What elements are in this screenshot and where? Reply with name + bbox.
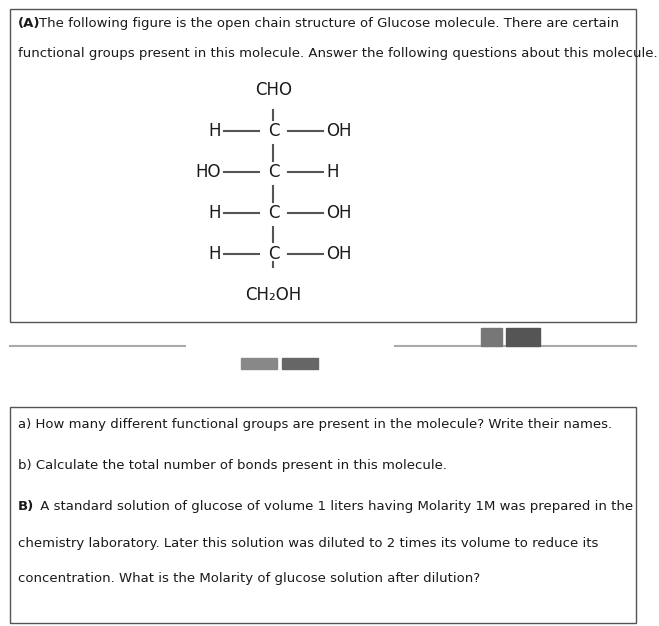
Text: H: H (326, 163, 339, 181)
Text: H: H (208, 245, 221, 262)
Text: The following figure is the open chain structure of Glucose molecule. There are : The following figure is the open chain s… (39, 17, 619, 30)
Text: concentration. What is the Molarity of glucose solution after dilution?: concentration. What is the Molarity of g… (18, 572, 480, 585)
Text: C: C (268, 163, 279, 181)
Text: H: H (208, 123, 221, 140)
Bar (10, 9, 636, 322)
Text: b) Calculate the total number of bonds present in this molecule.: b) Calculate the total number of bonds p… (18, 459, 447, 472)
Text: H: H (208, 204, 221, 222)
Text: HO: HO (195, 163, 221, 181)
Text: B): B) (18, 500, 34, 513)
Text: CH₂OH: CH₂OH (245, 286, 302, 304)
Bar (506, 328, 540, 346)
Text: a) How many different functional groups are present in the molecule? Write their: a) How many different functional groups … (18, 418, 612, 431)
Bar (10, 407, 636, 623)
Text: OH: OH (326, 245, 352, 262)
Text: OH: OH (326, 123, 352, 140)
Text: A standard solution of glucose of volume 1 liters having Molarity 1M was prepare: A standard solution of glucose of volume… (36, 500, 633, 513)
Text: C: C (268, 245, 279, 262)
Text: chemistry laboratory. Later this solution was diluted to 2 times its volume to r: chemistry laboratory. Later this solutio… (18, 537, 598, 550)
Text: (A): (A) (18, 17, 40, 30)
Text: OH: OH (326, 204, 352, 222)
Text: C: C (268, 204, 279, 222)
Text: C: C (268, 123, 279, 140)
Bar (282, 358, 318, 369)
Text: CHO: CHO (255, 81, 292, 100)
Bar (241, 358, 277, 369)
Bar (481, 328, 502, 346)
Text: functional groups present in this molecule. Answer the following questions about: functional groups present in this molecu… (18, 47, 658, 60)
